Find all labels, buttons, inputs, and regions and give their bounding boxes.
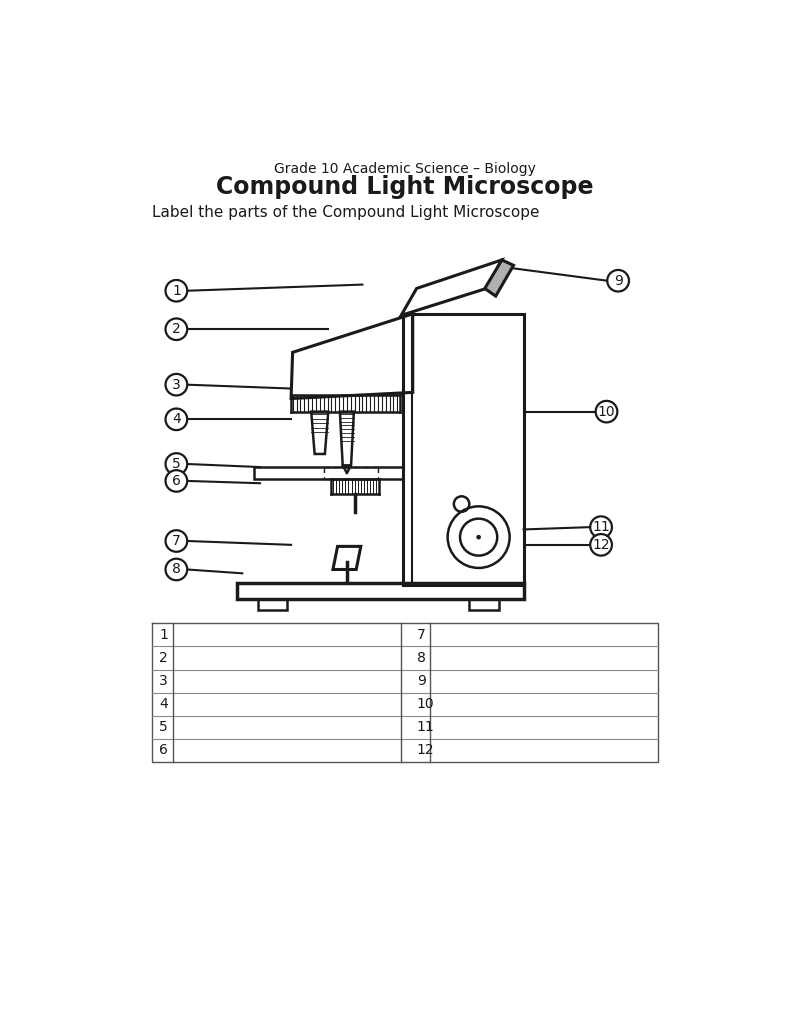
Text: 7: 7 [417,628,426,642]
Text: 2: 2 [172,323,181,336]
Text: 12: 12 [417,743,434,758]
Text: Label the parts of the Compound Light Microscope: Label the parts of the Compound Light Mi… [152,205,539,220]
Text: 3: 3 [172,378,181,392]
Circle shape [476,535,481,540]
Text: 8: 8 [417,651,426,665]
Text: 6: 6 [172,474,181,487]
Text: 9: 9 [417,674,426,688]
Text: 5: 5 [172,457,181,471]
Text: 8: 8 [172,562,181,577]
Text: 4: 4 [172,413,181,426]
Circle shape [590,535,612,556]
Text: 10: 10 [417,697,434,712]
Text: 5: 5 [159,720,168,734]
Circle shape [607,270,629,292]
Text: 12: 12 [592,538,610,552]
Circle shape [165,559,187,581]
Circle shape [596,400,617,423]
Text: Compound Light Microscope: Compound Light Microscope [216,175,594,199]
Circle shape [165,470,187,492]
Text: 11: 11 [417,720,434,734]
Circle shape [590,516,612,538]
Polygon shape [485,260,513,296]
Text: 10: 10 [598,404,615,419]
Text: Grade 10 Academic Science – Biology: Grade 10 Academic Science – Biology [274,162,536,176]
Text: 6: 6 [159,743,168,758]
Circle shape [165,530,187,552]
Text: 9: 9 [614,273,623,288]
Circle shape [165,409,187,430]
Text: 7: 7 [172,534,181,548]
Circle shape [165,374,187,395]
Text: 4: 4 [159,697,168,712]
Text: 3: 3 [159,674,168,688]
Text: 1: 1 [159,628,168,642]
Text: 1: 1 [172,284,181,298]
Circle shape [165,318,187,340]
Text: 11: 11 [592,520,610,535]
Circle shape [165,280,187,301]
Text: 2: 2 [159,651,168,665]
Circle shape [165,454,187,475]
